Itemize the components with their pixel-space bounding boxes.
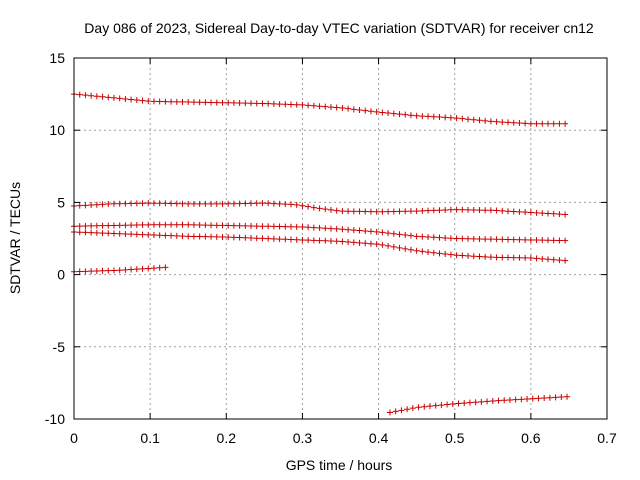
x-axis-title: GPS time / hours — [286, 457, 393, 473]
y-axis-title: SDTVAR / TECUs — [7, 182, 23, 294]
x-tick-label: 0.1 — [140, 430, 160, 446]
y-tick-label: -5 — [53, 339, 66, 355]
plot-frame — [73, 57, 608, 420]
y-tick-label: -10 — [45, 411, 65, 427]
data-point-markers — [386, 393, 571, 416]
x-tick-label: 0.7 — [597, 430, 617, 446]
x-tick-label: 0.3 — [293, 430, 313, 446]
y-tick-label: 5 — [57, 194, 65, 210]
y-tick-label: 0 — [57, 267, 65, 283]
series-6 — [386, 393, 571, 416]
chart-title: Day 086 of 2023, Sidereal Day-to-day VTE… — [84, 20, 594, 36]
y-tick-label: 15 — [49, 50, 65, 66]
x-tick-label: 0.2 — [217, 430, 237, 446]
x-tick-label: 0.5 — [445, 430, 465, 446]
axis-ticks: 0 0.1 0.2 0.3 0.4 0.5 0.6 0.7 -10 -5 0 5 10 15 — [45, 50, 617, 446]
y-tick-label: 10 — [49, 122, 65, 138]
x-tick-label: 0 — [70, 430, 78, 446]
x-tick-label: 0.4 — [369, 430, 389, 446]
x-tick-label: 0.6 — [521, 430, 541, 446]
